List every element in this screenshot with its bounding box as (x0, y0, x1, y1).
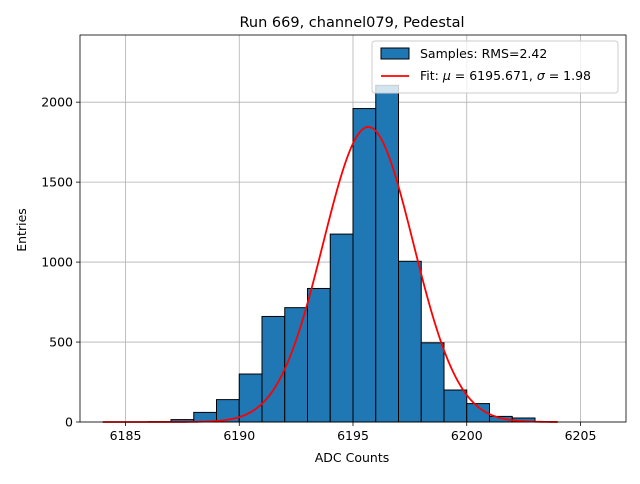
histogram-bar (444, 390, 467, 422)
x-tick-label: 6205 (565, 428, 597, 443)
histogram-bar (285, 308, 308, 422)
legend: Samples: RMS=2.42 Fit: μ = 6195.671, σ =… (372, 41, 618, 93)
x-tick-label: 6190 (223, 428, 255, 443)
histogram-bar (308, 288, 331, 422)
x-axis-label: ADC Counts (315, 450, 390, 465)
y-axis-label: Entries (14, 208, 29, 252)
y-tick-label: 1000 (41, 255, 73, 270)
y-tick-label: 2000 (41, 95, 73, 110)
x-tick-label: 6185 (110, 428, 142, 443)
x-tick-label: 6200 (451, 428, 483, 443)
histogram-bar (421, 343, 444, 422)
legend-fit-prefix: Fit: (420, 68, 443, 83)
histogram-bar (239, 374, 262, 422)
legend-fit-sigma-value: = 1.98 (545, 68, 591, 83)
histogram-bar (262, 316, 285, 422)
legend-fit-label: Fit: μ = 6195.671, σ = 1.98 (420, 68, 591, 83)
y-tick-label: 1500 (41, 175, 73, 190)
x-tick-label: 6195 (337, 428, 369, 443)
legend-histogram-label: Samples: RMS=2.42 (420, 46, 547, 61)
y-tick-label: 0 (65, 415, 73, 430)
legend-fit-mu-value: = 6195.671, (451, 68, 537, 83)
legend-fit-mu-symbol: μ (442, 68, 451, 83)
histogram-bar (330, 234, 353, 422)
y-tick-label: 500 (49, 335, 73, 350)
histogram-bar (353, 109, 376, 422)
legend-histogram-swatch (381, 48, 409, 59)
chart-title: Run 669, channel079, Pedestal (239, 15, 464, 31)
histogram-bar (399, 261, 422, 422)
